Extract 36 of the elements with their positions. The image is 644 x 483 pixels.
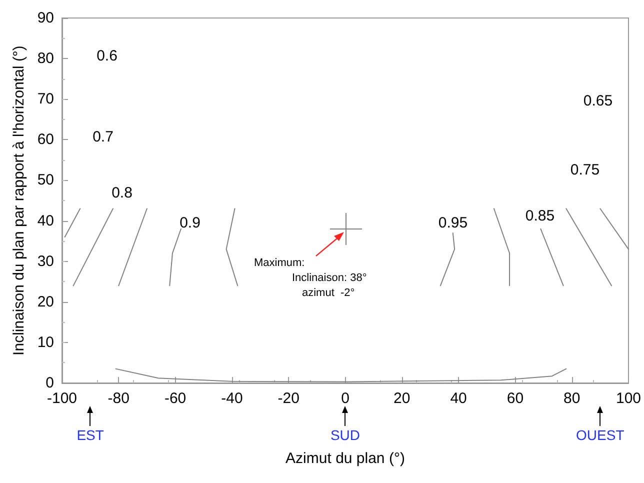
annotation: 0.9 <box>180 214 200 232</box>
annotation: 0.6 <box>96 48 118 64</box>
y-axis-title: Inclinaison du plan par rapport à l'horizontal (°) <box>10 46 28 356</box>
y-tick-label: 70 <box>37 90 54 108</box>
x-tick-label: 20 <box>394 390 410 407</box>
x-tick-label: -40 <box>221 390 243 407</box>
y-tick-label: 20 <box>37 293 54 310</box>
x-tick-label: -20 <box>278 390 300 407</box>
annotation: Maximum: Inclinaison: 38° azimut -2° <box>254 256 367 301</box>
x-axis-title: Azimut du plan (°) <box>286 450 405 467</box>
y-tick-label: 80 <box>37 50 54 68</box>
x-tick-label: -100 <box>46 390 78 407</box>
annotation: 0.7 <box>92 128 114 146</box>
x-tick-label: -80 <box>108 390 130 407</box>
y-tick-label: 10 <box>37 334 54 351</box>
annotation: 0.95 <box>438 214 468 232</box>
annotation: 0.75 <box>570 162 600 178</box>
annotation: 0.8 <box>112 184 132 202</box>
x-tick-label: 60 <box>506 390 524 407</box>
y-tick-label: 30 <box>37 252 54 270</box>
x-tick-label: 80 <box>563 390 580 407</box>
y-tick-label: 50 <box>37 172 54 189</box>
y-tick-label: 0 <box>46 374 54 392</box>
y-tick-label: 90 <box>37 10 54 26</box>
x-tick-label: 0 <box>341 390 350 407</box>
x-tick-label: -60 <box>164 390 186 407</box>
annotation: 0.65 <box>583 92 613 110</box>
text: EST <box>76 427 104 443</box>
y-tick-label: 60 <box>37 131 54 148</box>
line-series <box>115 368 567 382</box>
x-tick-label: 40 <box>450 390 467 407</box>
y-tick-label: 40 <box>37 212 54 230</box>
x-tick-label: 100 <box>616 390 641 407</box>
text: SUD <box>330 427 360 443</box>
annotation: 0.85 <box>525 208 555 224</box>
text: OUEST <box>576 427 624 443</box>
